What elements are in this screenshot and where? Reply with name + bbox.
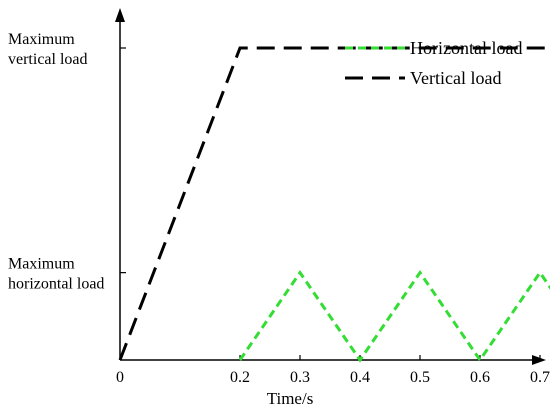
series-layer (118, 46, 550, 363)
x-tick-label: 0.3 (290, 369, 310, 386)
y-category-label: Maximum horizontal load (8, 256, 104, 293)
x-tick-label: 0.7 (530, 369, 550, 386)
y-category-label-line: Maximum (8, 256, 75, 273)
x-axis-label: Time/s (267, 389, 314, 408)
legend-label: Vertical load (410, 68, 501, 88)
legend-label: Horizontal load (410, 38, 522, 58)
axes: 00.20.30.40.50.60.70.80.91.3Maximumhoriz… (8, 8, 550, 386)
series-line (238, 269, 550, 363)
series-line (118, 46, 550, 361)
x-tick-label: 0 (116, 369, 124, 386)
y-axis-arrow (115, 8, 125, 22)
y-category-label: Maximum vertical load (8, 31, 88, 68)
x-tick-label: 0.2 (230, 369, 250, 386)
x-axis-arrow (532, 355, 546, 365)
x-tick-label: 0.6 (470, 369, 490, 386)
y-category-label-line: Maximum (8, 31, 75, 48)
x-tick-label: 0.4 (350, 369, 370, 386)
x-tick-label: 0.5 (410, 369, 430, 386)
y-category-label-line: vertical load (8, 51, 88, 68)
y-category-label-line: horizontal load (8, 276, 104, 293)
legend: Horizontal load Vertical load (345, 38, 522, 88)
